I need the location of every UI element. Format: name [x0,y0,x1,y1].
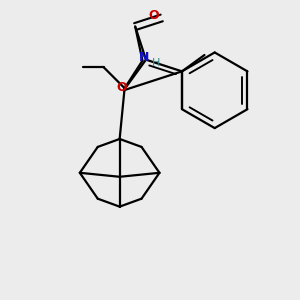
Text: N: N [139,51,150,64]
Text: H: H [152,58,160,68]
Text: O: O [148,9,159,22]
Text: O: O [116,81,127,94]
